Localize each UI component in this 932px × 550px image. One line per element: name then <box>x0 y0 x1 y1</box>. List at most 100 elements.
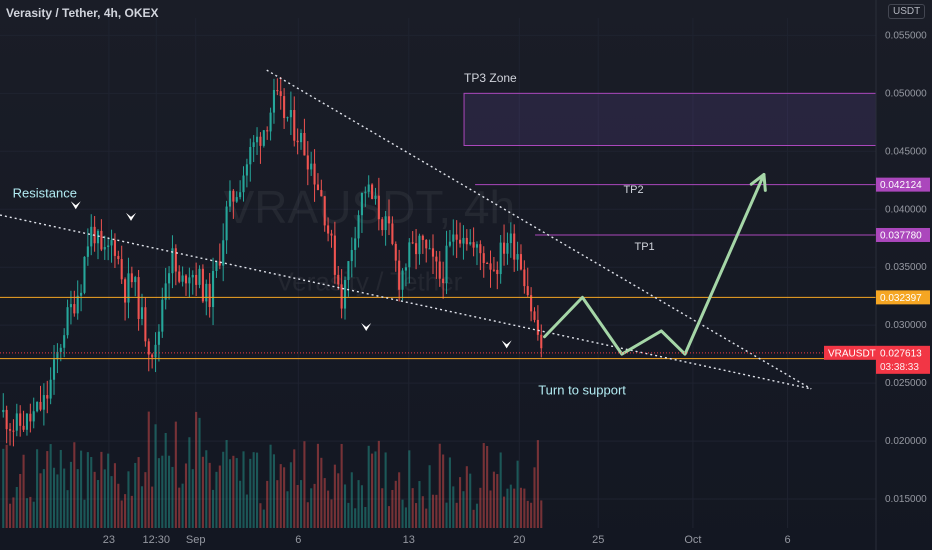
candle-body <box>509 233 512 244</box>
candle-body <box>113 240 116 256</box>
candle-body <box>479 244 482 254</box>
candle-body <box>212 270 215 308</box>
lower-trendline <box>0 214 812 390</box>
volume-bar <box>313 483 316 528</box>
candle-body <box>117 255 120 260</box>
candle-body <box>519 254 523 270</box>
price-tag-label: 0.042124 <box>880 180 922 191</box>
candle-body <box>492 269 495 271</box>
candle-body <box>327 225 330 234</box>
candle-body <box>475 244 479 248</box>
candle-body <box>249 147 252 165</box>
candle-body <box>110 240 113 246</box>
candle-body <box>178 271 181 282</box>
volume-bar <box>519 487 523 528</box>
volume-bar <box>540 500 543 528</box>
tp1-label: TP1 <box>635 241 655 253</box>
candle-body <box>25 413 29 430</box>
volume-bar <box>462 491 465 528</box>
y-tick-label: 0.035000 <box>885 262 927 273</box>
volume-bar <box>154 424 157 528</box>
volume-bar <box>25 498 29 528</box>
candle-body <box>421 235 424 240</box>
volume-bar <box>181 483 184 528</box>
x-tick-label: 6 <box>785 534 791 546</box>
candle-body <box>384 216 387 231</box>
volume-bar <box>530 502 533 528</box>
volume-bar <box>401 499 404 528</box>
support-annotation: Turn to support <box>538 383 626 398</box>
volume-bar <box>381 488 384 528</box>
marker-arrow-icon <box>361 322 372 331</box>
volume-bar <box>8 503 12 528</box>
volume-bar <box>455 502 458 528</box>
y-tick-label: 0.030000 <box>885 320 927 331</box>
candle-body <box>174 248 177 272</box>
candle-body <box>347 261 350 281</box>
volume-bar <box>425 508 428 528</box>
candle-body <box>364 191 367 193</box>
volume-bar <box>371 453 374 528</box>
candle-body <box>83 256 86 293</box>
candle-body <box>157 331 160 345</box>
volume-bar <box>144 472 147 528</box>
volume-bar <box>354 508 357 528</box>
candle-body <box>438 261 441 279</box>
x-tick-label: 20 <box>513 534 525 546</box>
volume-bar <box>198 417 201 528</box>
volume-bar <box>232 455 235 528</box>
volume-bar <box>377 440 380 528</box>
x-tick-label: 6 <box>295 534 301 546</box>
candle-body <box>255 136 259 143</box>
volume-bar <box>431 494 435 528</box>
volume-bar <box>137 457 140 528</box>
y-tick-label: 0.055000 <box>885 30 927 41</box>
volume-bar <box>289 462 292 528</box>
candle-body <box>293 110 296 141</box>
candle-body <box>398 260 401 290</box>
projection-path <box>543 172 766 356</box>
volume-bar <box>310 488 313 528</box>
volume-bar <box>327 490 330 528</box>
candle-body <box>56 351 59 360</box>
volume-bar <box>408 450 411 528</box>
candle-body <box>127 273 130 303</box>
price-tag-bg <box>876 177 930 192</box>
volume-bar <box>428 465 431 528</box>
candle-body <box>76 295 79 314</box>
candle-body <box>283 96 286 118</box>
volume-bar <box>69 461 72 528</box>
volume-bar <box>22 454 25 528</box>
candle-body <box>503 242 506 254</box>
currency-unit-badge[interactable]: USDT <box>888 4 926 19</box>
volume-bar <box>404 507 407 528</box>
volume-bar <box>201 456 204 528</box>
volume-bar <box>269 444 272 528</box>
candle-body <box>66 307 69 336</box>
candle-body <box>357 215 360 239</box>
candle-body <box>86 246 89 257</box>
x-tick-label: 25 <box>592 534 604 546</box>
candle-body <box>32 411 35 422</box>
x-tick-label: 23 <box>103 534 115 546</box>
candle-body <box>124 279 127 303</box>
candle-body <box>516 254 519 260</box>
volume-bar <box>96 480 100 528</box>
projection-arrowhead <box>749 172 767 192</box>
volume-bar <box>333 464 336 528</box>
candle-body <box>350 249 353 262</box>
candle-body <box>303 133 306 156</box>
volume-bar <box>76 469 79 528</box>
volume-bar <box>445 502 448 528</box>
chart-title: Verasity / Tether, 4h, OKEX <box>6 6 159 20</box>
y-tick-label: 0.040000 <box>885 204 927 215</box>
candle-body <box>154 344 157 358</box>
candle-body <box>242 175 245 193</box>
candle-body <box>49 379 52 399</box>
candle-body <box>354 238 357 250</box>
volume-bar <box>259 503 262 528</box>
volume-bar <box>164 432 167 528</box>
volume-bar <box>63 468 66 528</box>
candle-body <box>526 286 529 296</box>
